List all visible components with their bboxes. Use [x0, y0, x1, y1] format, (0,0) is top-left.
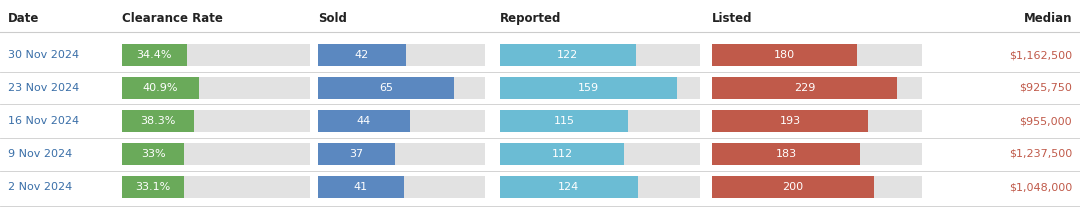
Bar	[122, 143, 310, 165]
Text: 42: 42	[354, 50, 369, 60]
Text: Date: Date	[8, 12, 39, 25]
Bar	[500, 143, 700, 165]
Bar	[500, 176, 638, 198]
Text: 33.1%: 33.1%	[135, 182, 171, 192]
Bar	[712, 77, 897, 99]
Text: Clearance Rate: Clearance Rate	[122, 12, 222, 25]
Text: 159: 159	[578, 83, 599, 93]
Bar	[318, 143, 395, 165]
Bar	[318, 44, 406, 66]
Text: 180: 180	[774, 50, 795, 60]
Text: Sold: Sold	[318, 12, 347, 25]
Bar	[500, 44, 635, 66]
Text: 2 Nov 2024: 2 Nov 2024	[8, 182, 72, 192]
Text: Median: Median	[1024, 12, 1072, 25]
Bar	[318, 143, 485, 165]
Text: 229: 229	[794, 83, 815, 93]
Text: 41: 41	[354, 182, 368, 192]
Bar	[500, 77, 700, 99]
Bar	[500, 143, 624, 165]
Bar	[122, 110, 310, 132]
Bar	[122, 176, 310, 198]
Bar	[122, 44, 187, 66]
Bar	[500, 176, 700, 198]
Text: 112: 112	[552, 149, 572, 159]
Bar	[122, 110, 194, 132]
Bar	[122, 143, 184, 165]
Bar	[712, 77, 922, 99]
Text: 38.3%: 38.3%	[140, 116, 176, 126]
Text: 193: 193	[780, 116, 800, 126]
Text: 115: 115	[553, 116, 575, 126]
Text: Reported: Reported	[500, 12, 562, 25]
Text: 65: 65	[379, 83, 393, 93]
Text: 33%: 33%	[140, 149, 165, 159]
Text: Listed: Listed	[712, 12, 753, 25]
Bar	[712, 110, 868, 132]
Text: 183: 183	[775, 149, 796, 159]
Bar	[500, 110, 627, 132]
Text: 16 Nov 2024: 16 Nov 2024	[8, 116, 79, 126]
Text: $955,000: $955,000	[1020, 116, 1072, 126]
Bar	[318, 44, 485, 66]
Text: $1,237,500: $1,237,500	[1009, 149, 1072, 159]
Text: 23 Nov 2024: 23 Nov 2024	[8, 83, 79, 93]
Text: $1,162,500: $1,162,500	[1009, 50, 1072, 60]
Text: 44: 44	[356, 116, 372, 126]
Bar	[500, 77, 677, 99]
Bar	[712, 110, 922, 132]
Text: $925,750: $925,750	[1020, 83, 1072, 93]
Bar	[122, 77, 310, 99]
Bar	[318, 77, 485, 99]
Text: 40.9%: 40.9%	[143, 83, 178, 93]
Text: $1,048,000: $1,048,000	[1009, 182, 1072, 192]
Bar	[318, 77, 454, 99]
Bar	[712, 44, 858, 66]
Bar	[712, 176, 922, 198]
Text: 200: 200	[782, 182, 804, 192]
Text: 122: 122	[557, 50, 579, 60]
Text: 34.4%: 34.4%	[136, 50, 172, 60]
Bar	[712, 44, 922, 66]
Bar	[712, 176, 874, 198]
Bar	[318, 110, 485, 132]
Text: 9 Nov 2024: 9 Nov 2024	[8, 149, 72, 159]
Bar	[500, 110, 700, 132]
Bar	[500, 44, 700, 66]
Bar	[318, 176, 485, 198]
Bar	[712, 143, 860, 165]
Bar	[122, 77, 199, 99]
Text: 30 Nov 2024: 30 Nov 2024	[8, 50, 79, 60]
Text: 124: 124	[558, 182, 580, 192]
Text: 37: 37	[350, 149, 364, 159]
Bar	[122, 44, 310, 66]
Bar	[318, 110, 409, 132]
Bar	[122, 176, 185, 198]
Bar	[318, 176, 404, 198]
Bar	[712, 143, 922, 165]
